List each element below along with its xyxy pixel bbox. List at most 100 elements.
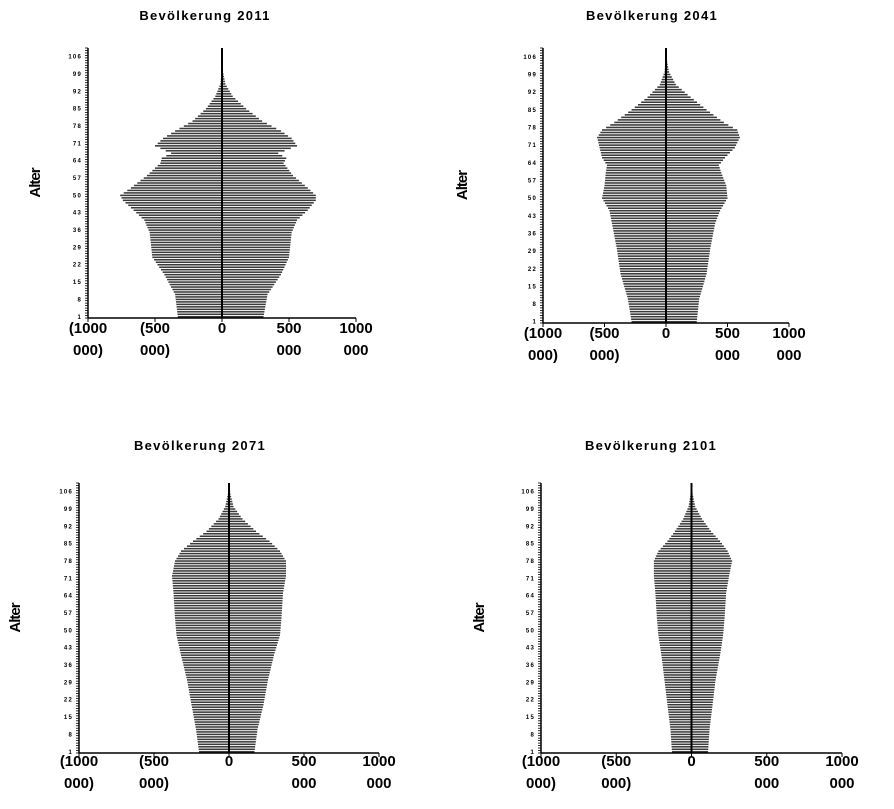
bar-left-age-44	[659, 644, 692, 647]
age-bars	[597, 51, 740, 323]
bar-left-age-67	[173, 587, 229, 590]
bar-right-age-38	[229, 659, 273, 661]
bar-right-age-18	[229, 708, 263, 711]
bar-left-age-4	[176, 308, 222, 311]
bar-left-age-24	[189, 694, 229, 696]
bar-right-age-8	[222, 298, 267, 301]
bar-right-age-4	[229, 743, 256, 746]
bar-left-age-25	[665, 691, 692, 694]
bar-left-age-98	[662, 76, 666, 78]
bar-left-age-2	[177, 313, 222, 316]
bar-left-age-35	[149, 231, 222, 234]
bar-right-age-71	[222, 142, 296, 145]
bar-left-age-12	[669, 723, 692, 726]
x-tick-label: (500 000)	[589, 325, 619, 364]
bar-left-age-56	[604, 182, 666, 184]
bar-right-age-65	[666, 159, 723, 162]
bar-right-age-69	[222, 147, 291, 150]
bar-right-age-95	[691, 518, 703, 520]
bar-right-age-26	[691, 689, 715, 691]
y-tick-label: 29	[526, 680, 535, 686]
bar-left-age-81	[179, 552, 229, 555]
bar-left-age-35	[662, 666, 692, 669]
bar-right-age-23	[666, 265, 708, 268]
bar-right-age-38	[691, 659, 720, 661]
bar-left-age-47	[125, 202, 222, 204]
x-tick-label: 0	[687, 753, 695, 770]
bar-left-age-4	[671, 743, 692, 746]
y-tick-label: 92	[528, 90, 537, 96]
bar-right-age-25	[229, 691, 266, 694]
bar-right-age-84	[222, 110, 250, 112]
bar-left-age-97	[221, 513, 229, 515]
bar-left-age-72	[653, 575, 692, 577]
bar-right-age-34	[222, 234, 292, 236]
bar-left-age-90	[674, 530, 692, 533]
bar-right-age-34	[666, 237, 713, 240]
bar-right-age-75	[229, 567, 286, 570]
y-tick-label: 78	[528, 125, 537, 131]
bar-left-age-75	[653, 567, 692, 570]
bar-left-age-32	[663, 674, 692, 676]
bar-left-age-76	[175, 130, 222, 132]
bar-left-age-99	[663, 73, 666, 76]
bar-right-age-55	[222, 182, 302, 184]
bar-left-age-75	[173, 567, 229, 570]
bar-left-age-5	[176, 306, 222, 308]
bar-left-age-80	[656, 555, 692, 557]
bar-right-age-76	[666, 131, 739, 134]
bar-left-age-16	[193, 713, 229, 716]
y-tick-label: 64	[73, 159, 82, 165]
bar-right-age-5	[666, 310, 698, 313]
bar-left-age-76	[600, 131, 666, 134]
y-tick-label: 99	[64, 507, 73, 513]
bar-left-age-27	[665, 686, 692, 689]
bar-right-age-6	[222, 303, 266, 306]
x-tick-label-line: 000)	[601, 775, 631, 792]
bar-right-age-32	[666, 242, 712, 245]
bar-left-age-67	[654, 587, 692, 590]
bar-left-age-33	[663, 671, 692, 674]
bar-right-age-52	[222, 189, 311, 192]
bar-right-age-9	[229, 731, 258, 733]
bar-left-age-30	[150, 244, 222, 246]
chart-title: Bevölkerung 2101	[585, 438, 717, 453]
bar-right-age-29	[691, 681, 716, 684]
bar-left-age-46	[177, 639, 229, 642]
bar-right-age-93	[666, 88, 682, 91]
bar-left-age-95	[683, 518, 692, 520]
bar-right-age-61	[691, 602, 726, 604]
bar-left-age-55	[137, 182, 222, 184]
bar-right-age-83	[229, 547, 278, 550]
bar-right-age-58	[666, 177, 724, 179]
bar-left-age-36	[613, 232, 666, 235]
bar-left-age-18	[164, 273, 222, 276]
bar-right-age-51	[666, 194, 728, 197]
bar-left-age-92	[678, 525, 692, 528]
bar-right-age-28	[666, 252, 710, 255]
bar-left-age-59	[149, 172, 222, 174]
bar-left-age-75	[171, 132, 222, 135]
bar-left-age-78	[653, 560, 692, 562]
bar-left-age-37	[662, 661, 692, 664]
bar-left-age-91	[676, 528, 692, 530]
bar-left-age-92	[217, 90, 222, 93]
bar-right-age-5	[691, 741, 709, 743]
bar-right-age-44	[666, 212, 720, 215]
bar-left-age-3	[177, 311, 222, 313]
bar-left-age-78	[183, 125, 222, 127]
y-tick-label: 57	[73, 176, 82, 182]
bar-left-age-4	[198, 743, 229, 746]
bar-left-age-72	[160, 140, 222, 142]
bar-right-age-68	[691, 585, 728, 587]
bar-left-age-56	[174, 614, 229, 617]
x-tick-label-line: 000	[754, 775, 779, 792]
bar-left-age-10	[670, 728, 692, 731]
bar-right-age-103	[691, 498, 694, 500]
bar-right-age-16	[666, 283, 704, 285]
bar-left-age-13	[194, 721, 229, 723]
bar-right-age-93	[222, 88, 229, 90]
bar-right-age-61	[666, 169, 721, 172]
bar-left-age-94	[219, 85, 222, 88]
bar-left-age-75	[598, 134, 666, 136]
